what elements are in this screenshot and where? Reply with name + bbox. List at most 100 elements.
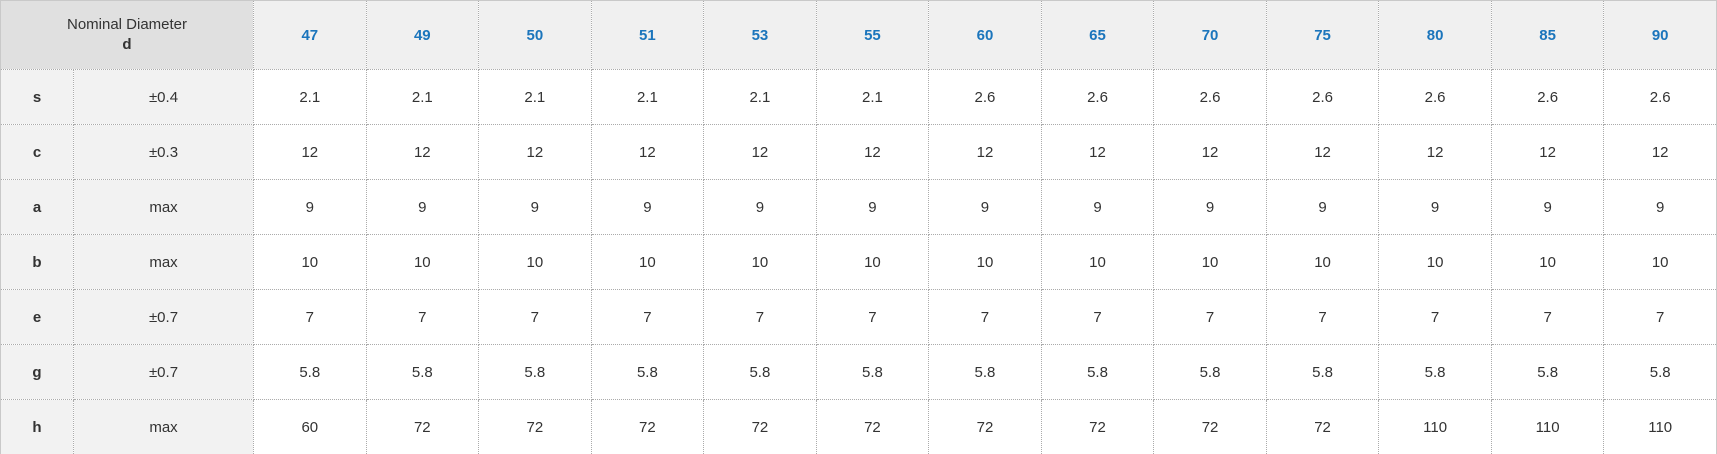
cell-h-55: 72 [815, 399, 930, 454]
cell-a-51: 9 [590, 179, 705, 235]
cell-e-47: 7 [253, 289, 367, 345]
cell-a-50: 9 [478, 179, 592, 235]
cell-s-65: 2.6 [1040, 69, 1155, 125]
column-header-53: 53 [703, 0, 817, 70]
row-tolerance-e: ±0.7 [72, 289, 255, 345]
row-tolerance-b: max [72, 234, 255, 290]
cell-e-65: 7 [1040, 289, 1155, 345]
cell-s-85: 2.6 [1490, 69, 1605, 125]
cell-e-60: 7 [928, 289, 1042, 345]
cell-a-75: 9 [1265, 179, 1380, 235]
table-row-s: s ±0.4 2.1 2.1 2.1 2.1 2.1 2.1 2.6 2.6 2.6 2.6 2.6 2.… [0, 69, 1717, 125]
row-tolerance-g: ±0.7 [72, 344, 255, 400]
cell-e-85: 7 [1490, 289, 1605, 345]
cell-b-47: 10 [253, 234, 367, 290]
row-label-h: h [0, 399, 74, 454]
cell-e-75: 7 [1265, 289, 1380, 345]
cell-s-53: 2.1 [703, 69, 817, 125]
column-header-75: 75 [1265, 0, 1380, 70]
table-row-e: e ±0.7 7 7 7 7 7 7 7 7 7 7 7 7 7 [0, 289, 1717, 345]
cell-s-49: 2.1 [365, 69, 480, 125]
column-header-50: 50 [478, 0, 592, 70]
cell-g-47: 5.8 [253, 344, 367, 400]
cell-s-55: 2.1 [815, 69, 930, 125]
column-header-51: 51 [590, 0, 705, 70]
corner-header-title: Nominal Diameter [66, 15, 188, 33]
column-header-55: 55 [815, 0, 930, 70]
cell-g-85: 5.8 [1490, 344, 1605, 400]
table-row-h: h max 60 72 72 72 72 72 72 72 72 72 110 110 110 [0, 399, 1717, 454]
cell-b-90: 10 [1603, 234, 1717, 290]
cell-c-70: 12 [1153, 124, 1267, 180]
cell-a-60: 9 [928, 179, 1042, 235]
row-tolerance-s: ±0.4 [72, 69, 255, 125]
row-label-b: b [0, 234, 74, 290]
row-tolerance-h: max [72, 399, 255, 454]
column-header-80: 80 [1378, 0, 1492, 70]
cell-b-55: 10 [815, 234, 930, 290]
cell-b-65: 10 [1040, 234, 1155, 290]
cell-a-90: 9 [1603, 179, 1717, 235]
cell-a-49: 9 [365, 179, 480, 235]
cell-b-51: 10 [590, 234, 705, 290]
cell-g-75: 5.8 [1265, 344, 1380, 400]
cell-b-80: 10 [1378, 234, 1492, 290]
table-row-a: a max 9 9 9 9 9 9 9 9 9 9 9 9 9 [0, 179, 1717, 235]
cell-b-50: 10 [478, 234, 592, 290]
cell-h-85: 110 [1490, 399, 1605, 454]
row-label-s: s [0, 69, 74, 125]
cell-g-70: 5.8 [1153, 344, 1267, 400]
cell-s-60: 2.6 [928, 69, 1042, 125]
header-row: Nominal Diameter d 47 49 50 51 53 55 60 65 70 75 8… [0, 0, 1717, 70]
cell-e-55: 7 [815, 289, 930, 345]
cell-g-53: 5.8 [703, 344, 817, 400]
cell-h-53: 72 [703, 399, 817, 454]
row-tolerance-a: max [72, 179, 255, 235]
cell-b-85: 10 [1490, 234, 1605, 290]
cell-a-80: 9 [1378, 179, 1492, 235]
cell-c-80: 12 [1378, 124, 1492, 180]
cell-g-51: 5.8 [590, 344, 705, 400]
cell-c-53: 12 [703, 124, 817, 180]
cell-c-85: 12 [1490, 124, 1605, 180]
cell-h-60: 72 [928, 399, 1042, 454]
cell-e-80: 7 [1378, 289, 1492, 345]
cell-c-60: 12 [928, 124, 1042, 180]
table-header: Nominal Diameter d 47 49 50 51 53 55 60 65 70 75 8… [0, 0, 1717, 70]
cell-b-70: 10 [1153, 234, 1267, 290]
cell-g-49: 5.8 [365, 344, 480, 400]
cell-h-47: 60 [253, 399, 367, 454]
row-label-a: a [0, 179, 74, 235]
cell-c-49: 12 [365, 124, 480, 180]
cell-h-49: 72 [365, 399, 480, 454]
cell-h-70: 72 [1153, 399, 1267, 454]
cell-s-51: 2.1 [590, 69, 705, 125]
cell-b-60: 10 [928, 234, 1042, 290]
cell-c-50: 12 [478, 124, 592, 180]
cell-c-51: 12 [590, 124, 705, 180]
cell-h-90: 110 [1603, 399, 1717, 454]
cell-a-47: 9 [253, 179, 367, 235]
table-row-b: b max 10 10 10 10 10 10 10 10 10 10 10 10 10 [0, 234, 1717, 290]
cell-a-65: 9 [1040, 179, 1155, 235]
column-header-47: 47 [253, 0, 367, 70]
cell-b-53: 10 [703, 234, 817, 290]
row-label-c: c [0, 124, 74, 180]
cell-a-70: 9 [1153, 179, 1267, 235]
column-header-85: 85 [1490, 0, 1605, 70]
cell-s-47: 2.1 [253, 69, 367, 125]
corner-header-symbol: d [122, 36, 132, 53]
cell-s-80: 2.6 [1378, 69, 1492, 125]
cell-a-85: 9 [1490, 179, 1605, 235]
cell-s-70: 2.6 [1153, 69, 1267, 125]
cell-e-53: 7 [703, 289, 817, 345]
cell-e-50: 7 [478, 289, 592, 345]
column-header-65: 65 [1040, 0, 1155, 70]
cell-c-55: 12 [815, 124, 930, 180]
row-label-g: g [0, 344, 74, 400]
cell-a-53: 9 [703, 179, 817, 235]
row-tolerance-c: ±0.3 [72, 124, 255, 180]
cell-g-90: 5.8 [1603, 344, 1717, 400]
